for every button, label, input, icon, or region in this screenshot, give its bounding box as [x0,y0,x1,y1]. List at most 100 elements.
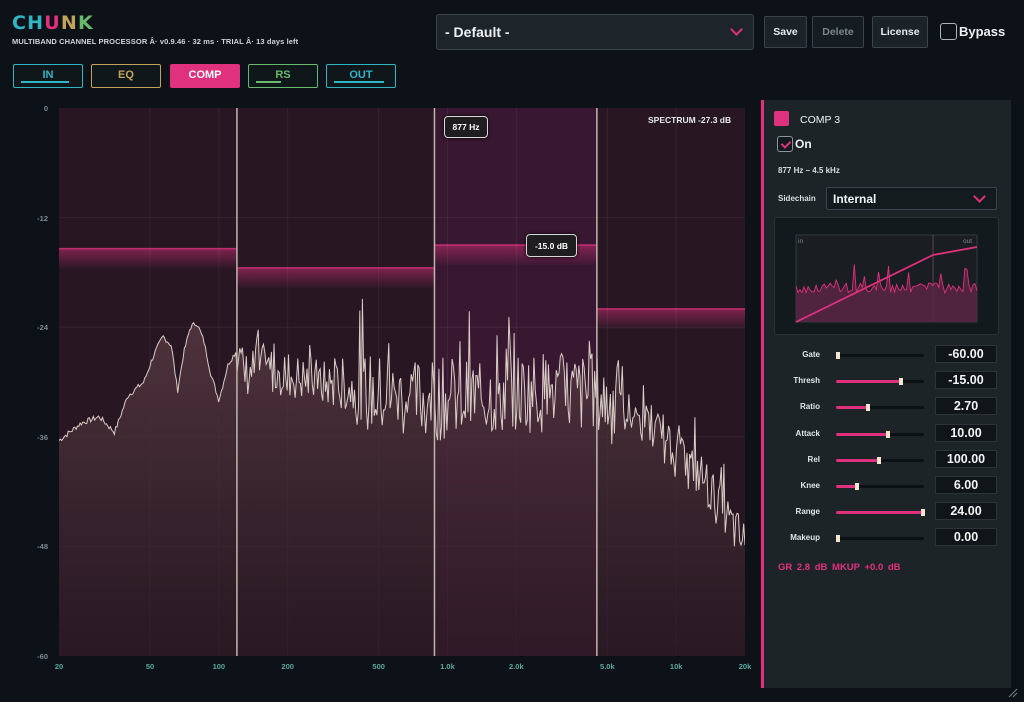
y-tick-label: -36 [37,432,48,442]
tab-out[interactable]: OUT [326,64,396,88]
band-threshold-marker [236,267,435,288]
sidechain-label: Sidechain [778,194,816,203]
bypass-checkbox[interactable] [940,23,957,40]
attack-slider[interactable] [836,430,924,438]
gain-reduction-readout: GR 2.8 dB MKUP +0.0 dB [778,562,901,573]
y-tick-label: -24 [37,323,48,333]
thresh-value-field[interactable]: -15.00 [935,371,997,390]
thresh-slider[interactable] [836,378,924,386]
range-slider[interactable] [836,509,925,517]
bypass-toggle[interactable]: Bypass [940,23,1005,40]
slider-knob[interactable] [836,352,840,359]
makeup-label: Makeup [790,533,820,543]
transfer-input-line [795,264,978,295]
transfer-curve-display: in out [774,217,999,335]
range-label: Range [795,507,820,517]
ratio-value-field[interactable]: 2.70 [935,397,997,416]
knee-slider[interactable] [836,483,924,490]
tab-label: RS [275,69,291,81]
tab-label: COMP [188,69,222,81]
logo-letter: H [27,12,45,34]
band-threshold-marker [59,248,237,269]
slider-knob[interactable] [921,509,925,517]
slider-knob[interactable] [836,535,840,543]
band-color-swatch[interactable] [774,111,789,126]
x-tick-label: 1.0k [440,662,455,671]
delete-button[interactable]: Delete [812,16,864,48]
gate-label: Gate [802,350,820,359]
x-tick-label: 20k [738,662,752,671]
knee-value-field[interactable]: 6.00 [935,476,997,494]
slider-knob[interactable] [877,456,881,464]
preset-value: - Default - [445,24,510,40]
status-bar [0,690,1024,702]
x-tick-label: 200 [281,662,294,671]
transfer-input-fill [796,264,977,322]
slider-fill [836,380,902,384]
tab-rs[interactable]: RS [248,64,318,88]
attack-value-field[interactable]: 10.00 [935,423,997,442]
rel-slider[interactable] [836,456,924,464]
tab-label: IN [42,69,54,81]
band-threshold-marker [596,308,745,329]
spectrum-line [59,298,745,547]
spectrum-fill [59,298,745,656]
x-tick-label: 50 [145,662,155,671]
x-tick-label: 20 [54,662,64,671]
transfer-out-label: out [963,238,972,245]
slider-fill [836,485,858,488]
gate-slider[interactable] [836,352,924,359]
sidechain-dropdown[interactable]: Internal [826,187,997,210]
knee-label: Knee [800,481,820,490]
tab-level-meter [256,81,281,83]
spectrum-readout: SPECTRUM -27.3 dB [648,115,732,125]
transfer-curve-line [795,246,978,323]
save-button[interactable]: Save [764,16,807,48]
rel-value-field[interactable]: 100.00 [935,449,997,468]
tab-level-meter [334,81,384,83]
sidechain-value: Internal [833,191,877,206]
thresh-label: Thresh [793,376,820,386]
app-subtitle: MULTIBAND CHANNEL PROCESSOR Â· v0.9.46 ·… [12,37,299,46]
transfer-in-label: in [798,238,803,245]
license-button[interactable]: License [872,16,928,48]
preset-dropdown[interactable]: - Default - [436,14,754,50]
tab-comp[interactable]: COMP [170,64,240,88]
chevron-down-icon [730,23,743,36]
makeup-slider[interactable] [836,535,924,543]
chevron-down-icon [973,189,986,203]
slider-fill [836,511,924,515]
tab-eq[interactable]: EQ [91,64,161,88]
slider-knob[interactable] [886,430,890,438]
threshold-tooltip: -15.0 dB [526,234,577,257]
tab-level-meter [21,81,69,83]
slider-fill [836,406,869,410]
x-tick-label: 5.0k [600,662,615,671]
crossover-frequency-tooltip: 877 Hz [444,116,488,138]
x-tick-label: 10k [669,662,683,671]
transfer-curve-svg: in out [795,234,978,323]
makeup-value-field[interactable]: 0.00 [935,528,997,547]
band-on-checkbox[interactable] [777,136,793,152]
ratio-slider[interactable] [836,404,924,412]
resize-grip-icon[interactable] [1006,686,1018,698]
gate-value-field[interactable]: -60.00 [935,345,997,363]
tab-label: EQ [118,69,134,81]
range-value-field[interactable]: 24.00 [935,502,997,521]
band-name: COMP 3 [800,114,841,126]
slider-knob[interactable] [899,378,903,386]
slider-knob[interactable] [855,483,859,490]
tab-label: OUT [349,69,373,81]
ratio-label: Ratio [800,402,820,412]
slider-knob[interactable] [866,404,870,412]
y-tick-label: 0 [43,104,48,113]
logo-letter: K [78,12,94,34]
tab-in[interactable]: IN [13,64,83,88]
bypass-label: Bypass [959,24,1006,39]
y-tick-label: -48 [37,542,48,552]
x-tick-label: 100 [212,662,226,671]
band-on-label: On [795,137,812,151]
logo-letter: C [12,12,28,34]
spectrum-graph[interactable] [59,108,745,656]
y-tick-label: -60 [37,652,48,661]
